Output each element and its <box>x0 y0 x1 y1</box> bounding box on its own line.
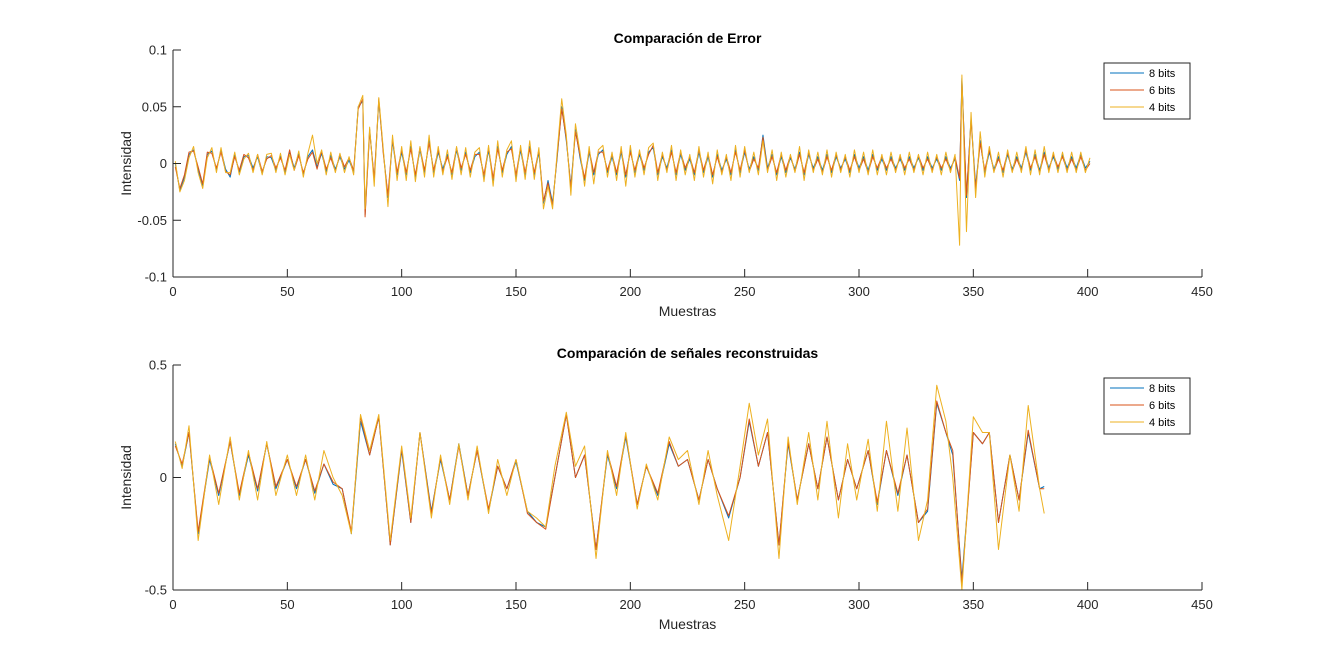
x-tick-label: 400 <box>1077 284 1099 299</box>
series-group <box>174 74 1091 246</box>
x-tick-label: 300 <box>848 597 870 612</box>
y-tick-label: 0.5 <box>149 358 167 373</box>
x-tick-label: 50 <box>280 597 294 612</box>
chart-1: 0 50 100 150 200 250 300 350 400 450 -0.1 -0.05 0 0.0… <box>118 30 1213 319</box>
series-line-4-bits <box>174 74 1091 246</box>
series-line-6-bits <box>174 80 1091 218</box>
series-group <box>174 384 1045 590</box>
y-axis-label: Intensidad <box>118 445 134 510</box>
x-tick-label: 250 <box>734 284 756 299</box>
x-tick-label: 150 <box>505 284 527 299</box>
x-tick-label: 150 <box>505 597 527 612</box>
x-tick-label: 200 <box>619 597 641 612</box>
y-tick-label: 0 <box>160 156 167 171</box>
x-tick-label: 250 <box>734 597 756 612</box>
x-tick-label: 0 <box>169 597 176 612</box>
y-tick-label: 0.05 <box>142 99 167 114</box>
x-tick-label: 200 <box>619 284 641 299</box>
legend-entry: 6 bits <box>1149 400 1176 412</box>
legend-entry: 6 bits <box>1149 85 1176 97</box>
legend-entry: 4 bits <box>1149 417 1176 429</box>
y-tick-label: -0.1 <box>145 270 167 285</box>
x-tick-label: 350 <box>962 597 984 612</box>
legend: 8 bits 6 bits 4 bits <box>1103 377 1191 435</box>
y-tick-label: -0.05 <box>137 213 167 228</box>
y-axis-label: Intensidad <box>118 131 134 196</box>
legend-entry: 8 bits <box>1149 383 1176 395</box>
legend: 8 bits 6 bits 4 bits <box>1103 62 1191 120</box>
x-tick-label: 450 <box>1191 284 1213 299</box>
x-tick-label: 100 <box>391 597 413 612</box>
chart-title: Comparación de señales reconstruidas <box>557 345 819 361</box>
x-tick-label: 400 <box>1077 597 1099 612</box>
legend-box <box>1103 62 1191 120</box>
x-axis-label: Muestras <box>659 616 717 632</box>
legend-entry: 4 bits <box>1149 102 1176 114</box>
x-axis-label: Muestras <box>659 303 717 319</box>
x-tick-label: 350 <box>962 284 984 299</box>
y-tick-label: -0.5 <box>145 583 167 598</box>
chart-2: 0 50 100 150 200 250 300 350 400 450-0.500.5Compa… <box>118 345 1213 632</box>
x-tick-label: 450 <box>1191 597 1213 612</box>
y-tick-label: 0.1 <box>149 43 167 58</box>
series-line-8-bits <box>174 77 1091 216</box>
chart-title: Comparación de Error <box>614 30 762 46</box>
x-tick-label: 0 <box>169 284 176 299</box>
x-tick-label: 50 <box>280 284 294 299</box>
legend-entry: 8 bits <box>1149 68 1176 80</box>
x-tick-label: 100 <box>391 284 413 299</box>
x-tick-label: 300 <box>848 284 870 299</box>
y-tick-label: 0 <box>160 470 167 485</box>
legend-box <box>1103 377 1191 435</box>
series-line-4-bits <box>174 384 1045 590</box>
